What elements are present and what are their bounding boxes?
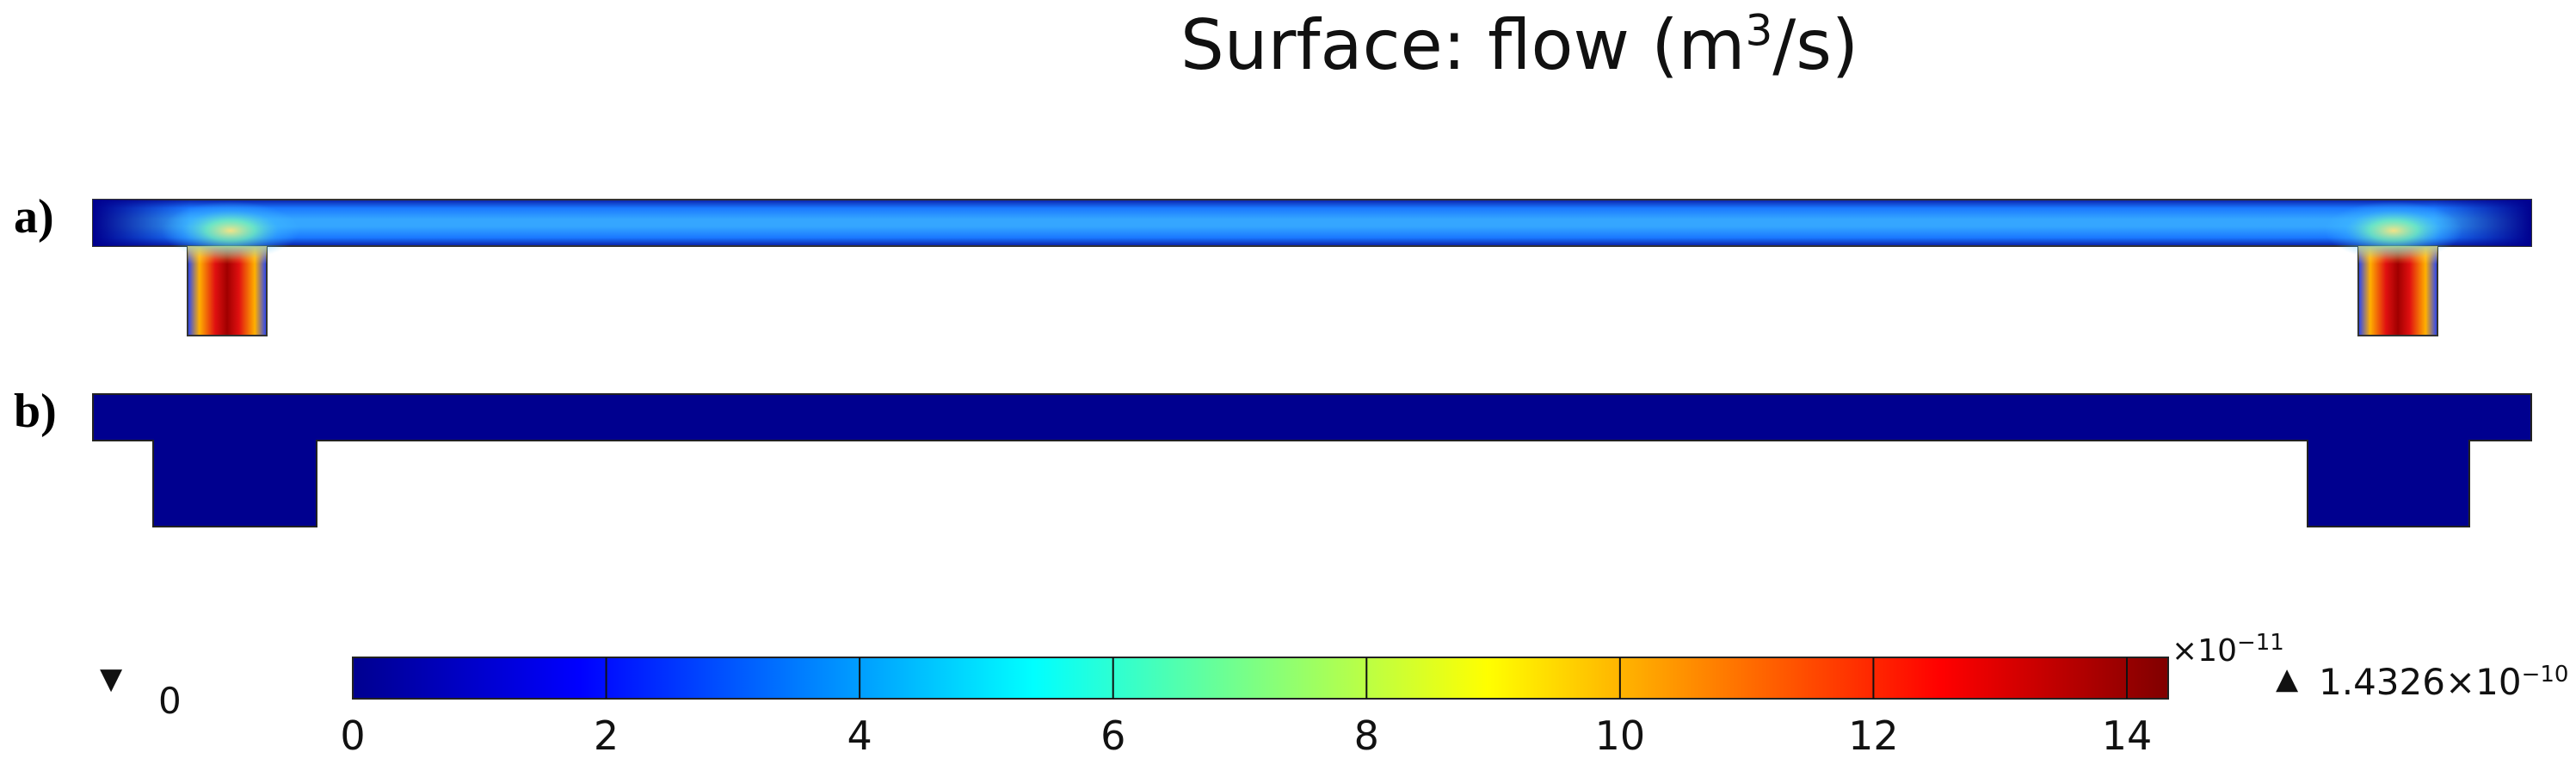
colorbar-tick-label: 0	[340, 712, 366, 759]
panel-a-channel-end-fade	[93, 200, 2531, 246]
colorbar-tick-label: 2	[593, 712, 619, 759]
colorbar-tick-label: 4	[847, 712, 872, 759]
colorbar-tick-label: 6	[1100, 712, 1126, 759]
colorbar-tick-label: 14	[2101, 712, 2153, 759]
panel-label-b: b)	[14, 385, 57, 438]
colorbar-multiplier: ×10−11	[2172, 630, 2284, 669]
colorbar-tick-label: 12	[1848, 712, 1899, 759]
colorbar-tick-label: 8	[1353, 712, 1379, 759]
max-marker-icon: ▲	[2276, 662, 2299, 696]
min-value-label: 0	[158, 680, 182, 722]
panel-a-geometry	[92, 199, 2532, 336]
colorbar-ticks	[605, 657, 2128, 699]
panel-b-geometry	[92, 393, 2532, 527]
min-marker-icon: ▼	[100, 662, 123, 696]
panel-a-left-junction-glow	[162, 201, 299, 260]
colorbar-gradient	[352, 657, 2169, 700]
panel-label-a: a)	[14, 190, 54, 244]
panel-a-left-outlet-top	[188, 246, 267, 336]
panel-a-right-junction-glow	[2325, 201, 2462, 260]
colorbar: ▼ ▲	[100, 657, 2299, 700]
panel-a-right-outlet-top	[2358, 246, 2437, 336]
figure-title: Surface: flow (m3/s)	[1180, 5, 1859, 85]
panel-b-channel	[92, 393, 2532, 527]
colorbar-tick-label: 10	[1594, 712, 1646, 759]
max-value-label: 1.4326×10−10	[2319, 661, 2569, 703]
